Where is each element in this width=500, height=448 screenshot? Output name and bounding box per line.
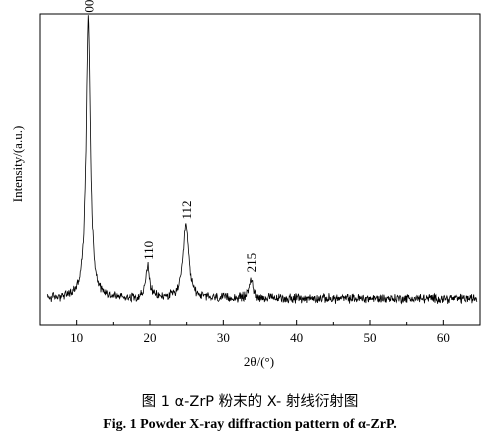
peak-label-002: 002 [81,0,96,13]
peak-label-112: 112 [179,200,194,219]
x-tick-label: 20 [144,330,157,345]
xrd-pattern-line [46,15,478,305]
xrd-chart: 10 20 30 40 50 60 002 110 112 215 Intensity/(a.u.… [10,0,481,369]
peak-label-215: 215 [244,253,259,273]
y-axis-label: Intensity/(a.u.) [10,126,25,203]
x-axis-label: 2θ/(°) [244,354,274,369]
x-tick-label: 60 [437,330,450,345]
peak-label-110: 110 [141,241,156,260]
plot-layer: 10 20 30 40 50 60 002 110 112 215 [39,0,481,345]
figure-caption-english: Fig. 1 Powder X-ray diffraction pattern … [103,417,397,432]
x-tick-label: 30 [217,330,230,345]
x-tick-label: 50 [364,330,377,345]
x-tick-label: 40 [290,330,303,345]
x-tick-label: 10 [70,330,83,345]
plot-frame [39,13,481,326]
figure-caption-chinese: 图 1 α-ZrP 粉末的 X- 射线衍射图 [141,394,359,410]
